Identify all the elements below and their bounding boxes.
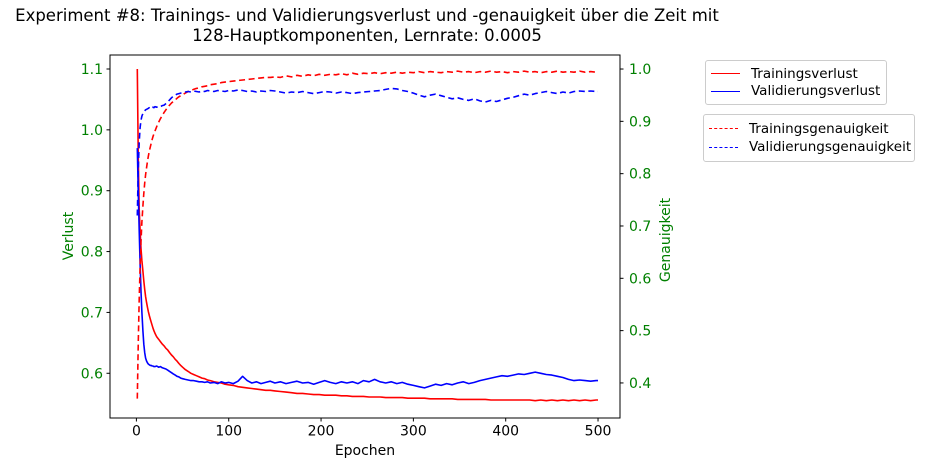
loss-tick-label: 0.7 <box>81 305 103 321</box>
validation-accuracy-line-swatch <box>709 146 738 148</box>
training-accuracy-line-swatch <box>709 128 738 130</box>
acc-tick-label: 1.0 <box>629 62 651 78</box>
chart-title: Experiment #8: Trainings- und Validierun… <box>0 6 734 45</box>
x-tick-label: 400 <box>492 424 519 440</box>
x-axis-label: Epochen <box>334 443 396 459</box>
series-line-trainingsverlust <box>136 68 598 402</box>
legend-item-training-loss: Trainingsverlust <box>711 66 878 82</box>
x-tick-label: 0 <box>132 424 141 440</box>
training-loss-line-swatch <box>711 73 740 75</box>
legend-accuracy: Trainingsgenauigkeit Validierungsgenauig… <box>703 114 915 162</box>
loss-tick-label: 1.1 <box>81 62 103 78</box>
y-axis-label-right: Genauigkeit <box>658 197 674 283</box>
x-tick-label: 200 <box>308 424 335 440</box>
legend-label-training-loss: Trainingsverlust <box>751 65 858 82</box>
series-line-trainingsgenauigkeit <box>136 70 599 399</box>
acc-tick-label: 0.6 <box>629 271 651 287</box>
legend-item-validation-accuracy: Validierungsgenauigkeit <box>709 139 911 155</box>
x-tick-label: 300 <box>400 424 427 440</box>
plot-frame <box>109 54 621 419</box>
loss-tick-label: 0.9 <box>81 184 103 200</box>
acc-tick-label: 0.9 <box>629 114 651 130</box>
acc-tick-label: 0.7 <box>629 219 651 235</box>
chart-title-line2: 128-Hauptkomponenten, Lernrate: 0.0005 <box>192 25 542 45</box>
series-line-validierungsverlust <box>136 148 598 389</box>
acc-tick-label: 0.8 <box>629 167 651 183</box>
chart-title-line1: Experiment #8: Trainings- und Validierun… <box>15 6 719 25</box>
legend-label-validation-accuracy: Validierungsgenauigkeit <box>749 139 912 156</box>
x-tick-label: 100 <box>215 424 242 440</box>
validation-loss-line-swatch <box>711 90 740 92</box>
acc-tick-label: 0.5 <box>629 324 651 340</box>
legend-label-validation-loss: Validierungsverlust <box>751 83 881 100</box>
series-line-validierungsgenauigkeit <box>136 87 598 216</box>
legend-label-training-accuracy: Trainingsgenauigkeit <box>749 120 889 137</box>
loss-tick-label: 0.8 <box>81 245 103 261</box>
loss-tick-label: 0.6 <box>81 366 103 382</box>
loss-tick-label: 1.0 <box>81 123 103 139</box>
x-tick-label: 500 <box>585 424 612 440</box>
acc-tick-label: 0.4 <box>629 376 651 392</box>
legend-item-validation-loss: Validierungsverlust <box>711 83 881 100</box>
legend-item-training-accuracy: Trainingsgenauigkeit <box>709 121 906 137</box>
y-axis-label-left: Verlust <box>61 211 77 261</box>
legend-loss: Trainingsverlust Validierungsverlust <box>705 60 887 105</box>
